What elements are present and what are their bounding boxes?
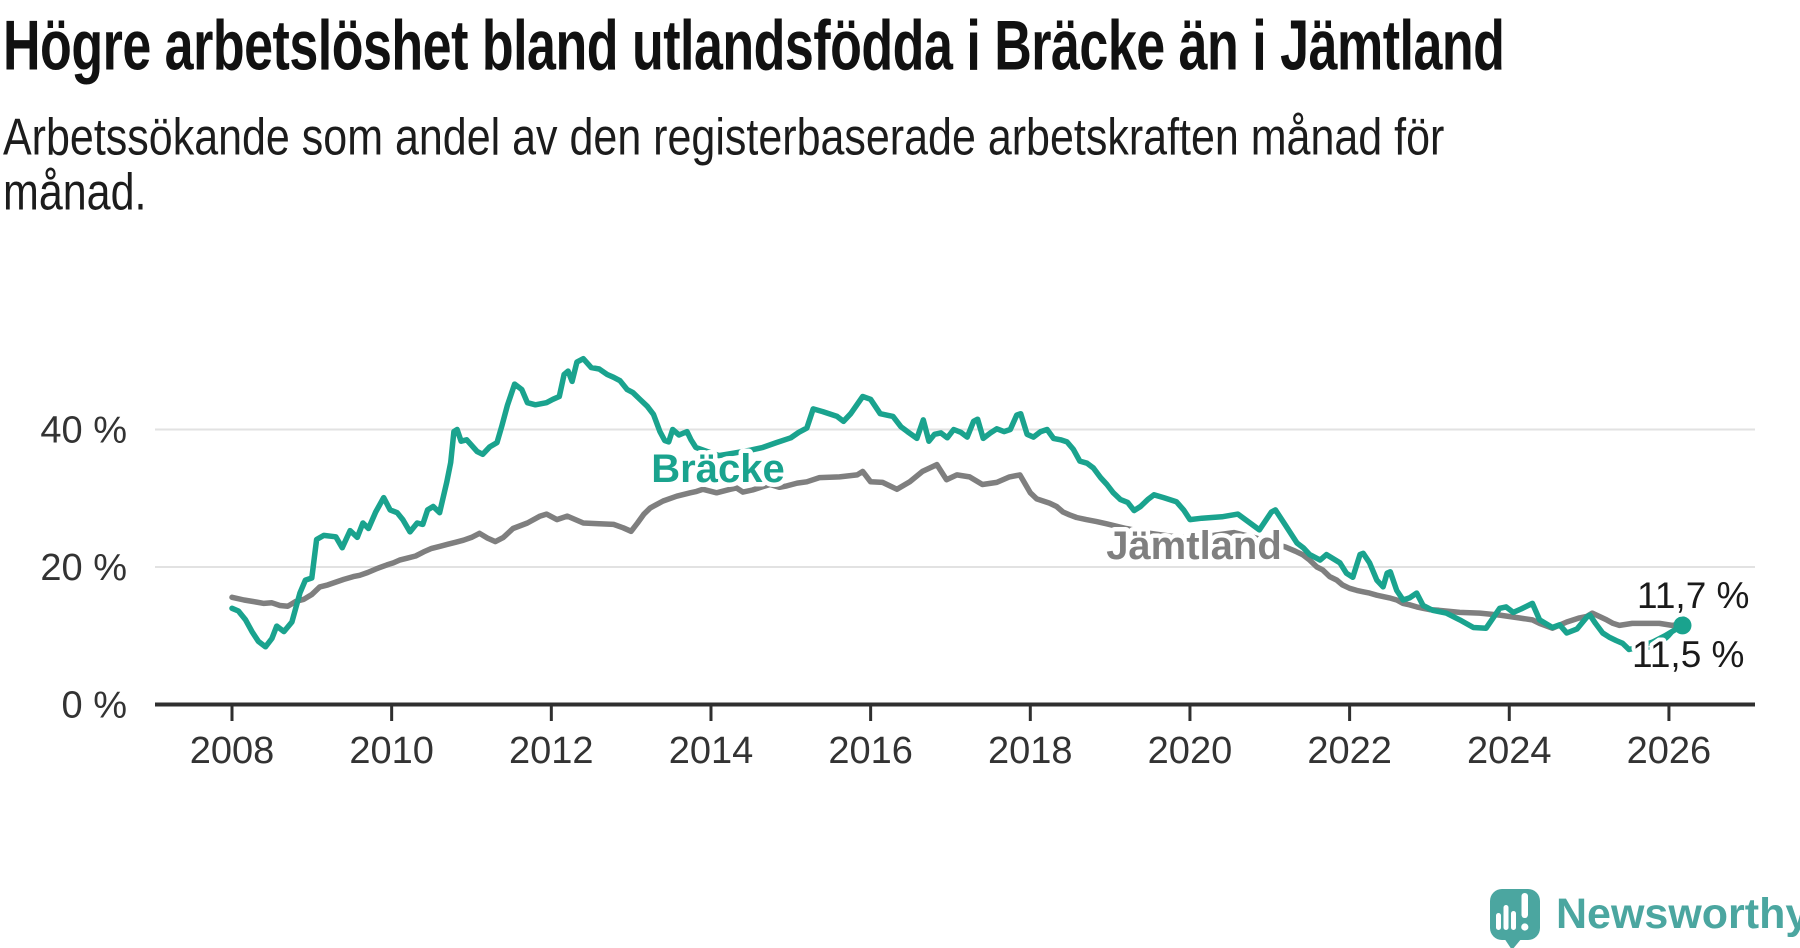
chart-subtitle: Arbetssökande som andel av den registerb…	[3, 110, 1643, 220]
newsworthy-logo[interactable]: Newsworthy	[1490, 889, 1800, 948]
x-tick-label-2012: 2012	[509, 730, 594, 772]
logo-text: Newsworthy	[1556, 890, 1800, 938]
x-tick-label-2016: 2016	[828, 730, 913, 772]
chart-subtitle-line2: månad.	[3, 164, 147, 222]
gridlines-group	[155, 428, 1755, 707]
end-value-label-jämtland: 11,7 %	[1637, 575, 1749, 616]
x-axis-group: 2008 2010 2012 2014 2016 2018 2020 2022 2024 2026	[190, 706, 1711, 772]
series-label-jämtland: Jämtland	[1106, 524, 1282, 568]
chart-subtitle-line1: Arbetssökande som andel av den registerb…	[3, 108, 1445, 167]
exclamation-icon	[1521, 893, 1529, 931]
series-line-bräcke	[229, 355, 1686, 653]
x-tick-label-2008: 2008	[190, 730, 275, 772]
speech-bubble-icon	[1490, 889, 1540, 948]
series-lines-group	[229, 355, 1686, 653]
annotations-group: Bräcke Jämtland 11,7 % 11,5 %	[647, 443, 1754, 680]
series-line-jämtland	[229, 461, 1683, 631]
y-tick-label-40: 40 %	[40, 410, 127, 452]
y-axis-labels-group: 40 % 20 % 0 %	[40, 410, 127, 727]
x-tick-label-2018: 2018	[988, 730, 1073, 772]
series-label-bräcke: Bräcke	[651, 447, 784, 491]
x-tick-label-2020: 2020	[1148, 730, 1233, 772]
x-tick-label-2022: 2022	[1307, 730, 1392, 772]
x-tick-label-2026: 2026	[1627, 730, 1712, 772]
latest-value-dot-bräcke	[1673, 616, 1692, 635]
end-value-label-bräcke: 11,5 %	[1632, 634, 1744, 675]
x-tick-label-2024: 2024	[1467, 730, 1552, 772]
chart-title: Högre arbetslöshet bland utlandsfödda i …	[3, 7, 1505, 86]
value-label-leader-line	[1642, 630, 1676, 652]
bar-chart-icon	[1496, 905, 1516, 930]
y-tick-label-20: 20 %	[40, 547, 127, 589]
x-tick-label-2010: 2010	[349, 730, 434, 772]
y-tick-label-0: 0 %	[62, 685, 127, 727]
x-tick-label-2014: 2014	[669, 730, 754, 772]
